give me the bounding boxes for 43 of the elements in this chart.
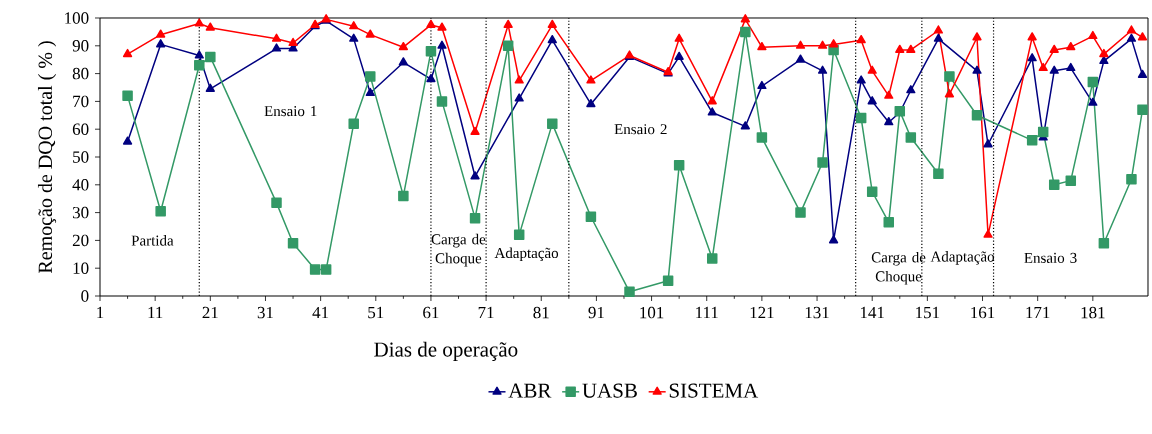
annotation: Adaptação: [930, 251, 995, 265]
annotation: Carga de Choque: [431, 233, 486, 267]
x-tick-label: 111: [696, 306, 718, 319]
x-tick-label: 61: [423, 306, 439, 319]
y-tick-label: 10: [73, 262, 89, 274]
x-tick-label: 91: [588, 306, 604, 319]
x-tick-label: 41: [312, 306, 329, 319]
x-axis-title: Dias de operação: [374, 341, 518, 361]
x-tick-label: 101: [640, 306, 664, 319]
x-tick-label: 11: [148, 306, 163, 319]
x-tick-label: 161: [971, 306, 995, 319]
x-tick-label: 81: [533, 306, 549, 319]
annotation: Ensaio 1: [264, 106, 317, 117]
x-tick-label: 1: [97, 306, 104, 319]
x-tick-label: 71: [478, 306, 494, 319]
x-tick-label: 141: [860, 306, 884, 319]
y-tick-label: 40: [72, 179, 89, 191]
y-tick-label: 80: [72, 67, 89, 80]
y-tick-label: 60: [72, 123, 89, 135]
y-tick-label: 30: [72, 206, 89, 219]
x-tick-label: 21: [202, 306, 218, 319]
x-tick-label: 171: [1026, 306, 1050, 319]
annotation: Ensaio 2: [614, 124, 667, 135]
y-tick-label: 90: [72, 40, 89, 52]
legend-label: UASB: [582, 383, 637, 398]
annotation: Adaptação: [494, 247, 559, 262]
x-tick-label: 131: [805, 306, 829, 319]
x-tick-label: 151: [916, 306, 940, 319]
legend-label: SISTEMA: [669, 383, 759, 398]
x-tick-label: 181: [1081, 306, 1105, 319]
y-tick-label: 20: [72, 234, 89, 247]
legend-label: ABR: [508, 383, 552, 398]
y-tick-label: 50: [73, 151, 89, 163]
annotation: Partida: [131, 235, 174, 246]
x-tick-label: 51: [368, 306, 384, 319]
y-tick-label: 0: [81, 290, 89, 302]
y-axis-title: Remoção de DQO total ( % ): [37, 41, 57, 274]
y-tick-label: 100: [65, 12, 89, 24]
annotation: Carga de Choque: [871, 251, 926, 285]
x-tick-label: 121: [750, 306, 774, 319]
annotation: Ensaio 3: [1024, 252, 1077, 263]
x-tick-label: 31: [257, 306, 273, 319]
y-tick-label: 70: [73, 95, 89, 108]
